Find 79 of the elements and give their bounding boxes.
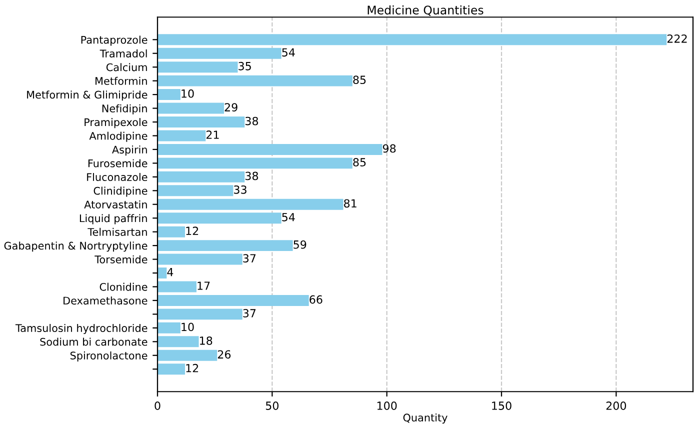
data-label: 12 [186, 226, 198, 235]
data-label: 38 [245, 116, 258, 126]
data-label: 54 [282, 213, 295, 222]
bar [158, 350, 218, 361]
bar [158, 281, 196, 292]
y-tick-label: Pantaprozole [81, 36, 148, 46]
y-tick-label: Spironolactone [70, 351, 148, 362]
y-tick-label: Tamsulosin hydrochloride [15, 324, 148, 334]
data-label: 10 [182, 322, 194, 332]
data-label: 38 [245, 172, 258, 180]
bar [158, 62, 238, 73]
bar [158, 171, 245, 182]
x-tick-label: 150 [492, 402, 512, 410]
data-label: 85 [353, 76, 366, 84]
bar [158, 294, 309, 306]
data-label: 54 [282, 48, 295, 57]
x-tick-label: 0 [154, 402, 160, 410]
y-tick-label: Pramipexole [84, 118, 148, 128]
bar [158, 75, 352, 86]
y-tick-label: Torsemide [94, 255, 148, 264]
bar [158, 185, 234, 196]
chart-title: Medicine Quantities [368, 5, 484, 16]
data-label: 81 [344, 199, 356, 208]
data-label: 33 [234, 185, 246, 194]
bar [158, 48, 282, 59]
bar [158, 308, 242, 320]
y-tick-label: Dexamethasone [64, 296, 148, 305]
data-label: 35 [238, 62, 251, 70]
y-tick-label: Tramadol [100, 49, 147, 58]
y-tick-label: Furosemide [88, 159, 148, 168]
y-tick-label: Metformin & Glimipride [27, 90, 148, 101]
x-tick-label: 100 [377, 402, 397, 410]
y-tick-label: Metformin [96, 76, 147, 85]
data-label: 26 [218, 350, 231, 359]
y-tick-label: Fluconazole [87, 172, 148, 182]
y-tick-label: Calcium [106, 63, 147, 72]
bar [158, 322, 180, 334]
bar [158, 226, 186, 238]
y-tick-label: Gabapentin & Nortryptyline [4, 242, 148, 252]
data-label: 222 [667, 34, 687, 43]
data-label: 10 [182, 89, 194, 98]
data-label: 98 [382, 144, 396, 153]
data-label: 85 [353, 158, 366, 166]
bar [158, 102, 224, 114]
data-label: 59 [294, 240, 306, 249]
y-tick-label: Clinidipine [94, 186, 148, 197]
bar [158, 34, 667, 46]
bar [158, 268, 167, 278]
data-label: 29 [224, 103, 238, 112]
data-label: 37 [243, 309, 256, 318]
bar [158, 116, 245, 128]
y-tick-label: Aspirin [112, 146, 147, 156]
data-label: 12 [186, 364, 198, 372]
y-tick-label: Nefidipin [102, 104, 147, 114]
data-label: 4 [167, 268, 174, 276]
bar [158, 89, 180, 100]
x-tick-label: 50 [266, 402, 278, 410]
bar [158, 254, 242, 265]
data-label: 17 [198, 282, 210, 290]
bar [158, 364, 186, 375]
data-label: 18 [200, 336, 212, 345]
y-tick-label: Clonidine [100, 282, 148, 291]
y-tick-label: Amlodipine [89, 132, 148, 142]
x-axis-title: Quantity [403, 413, 448, 424]
bar [158, 336, 199, 348]
bar [158, 240, 293, 252]
bar [158, 198, 344, 210]
data-label: 66 [310, 295, 322, 304]
bar [158, 158, 352, 169]
y-tick-label: Liquid paffrin [80, 214, 147, 224]
x-tick-label: 200 [606, 402, 626, 410]
y-tick-label: Sodium bi carbonate [40, 338, 148, 346]
y-tick-label: Telmisartan [88, 228, 147, 236]
data-label: 21 [206, 130, 219, 139]
y-tick-label: Atorvastatin [84, 200, 147, 208]
bar [158, 130, 206, 142]
bar [158, 212, 282, 224]
data-label: 37 [243, 254, 256, 263]
bar [158, 144, 382, 155]
